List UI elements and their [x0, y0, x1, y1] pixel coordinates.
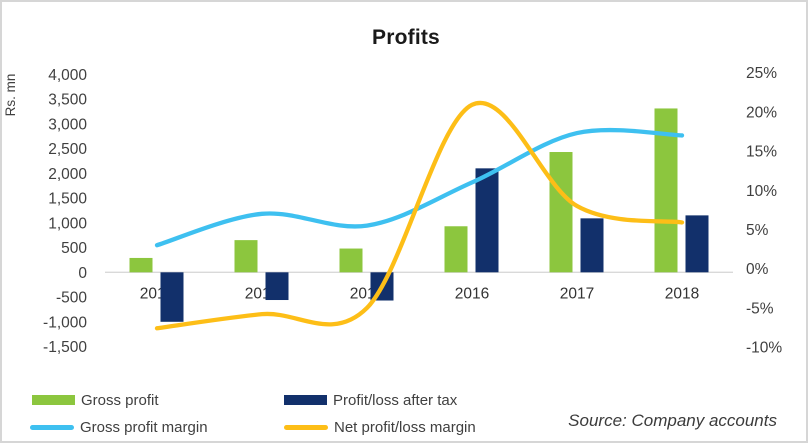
left-axis-tick: 2,500 [48, 141, 87, 158]
gross-profit-margin-line [154, 127, 685, 248]
left-axis-tick: 4,000 [48, 67, 87, 84]
left-axis-tick: 2,000 [48, 166, 87, 183]
gross-profit-bar-2016 [444, 226, 468, 273]
gross-profit-bar-2017 [549, 152, 573, 273]
left-axis-tick: 3,000 [48, 116, 87, 133]
legend-label: Net profit/loss margin [334, 418, 476, 436]
net-profit-loss-margin-line [154, 100, 685, 331]
left-axis-tick: -500 [56, 290, 87, 307]
gross-profit-bar-2014 [234, 240, 258, 273]
left-axis-tick: 1,500 [48, 191, 87, 208]
legend-item-net-profit-loss-margin: Net profit/loss margin [284, 418, 476, 436]
left-axis-tick: 500 [61, 240, 87, 257]
gross-profit-bar-2015 [339, 248, 363, 273]
source-note: Source: Company accounts [568, 411, 777, 430]
profit-after-tax-swatch [284, 395, 327, 405]
legend-label: Profit/loss after tax [333, 391, 458, 409]
profit-loss-after-tax-bar-2013 [160, 272, 184, 322]
left-axis-tick: 1,000 [48, 215, 87, 232]
x-axis-label: 2018 [665, 286, 699, 303]
right-axis-tick: 0% [746, 261, 769, 278]
profit-loss-after-tax-bar-2016 [475, 168, 499, 273]
legend-item-profit-after-tax: Profit/loss after tax [284, 391, 458, 409]
left-axis-title: Rs. mn [3, 74, 18, 117]
gross-profit-bar-2018 [654, 108, 678, 273]
right-axis-tick: 25% [746, 65, 777, 82]
profit-loss-after-tax-bar-2018 [685, 215, 709, 273]
right-axis-tick: 20% [746, 104, 777, 121]
gross-profit-bar-2013 [129, 257, 153, 273]
right-axis-tick: -10% [746, 340, 782, 357]
right-axis-tick: 5% [746, 222, 769, 239]
profit-loss-after-tax-bar-2014 [265, 272, 289, 301]
legend-item-gross-profit-margin: Gross profit margin [30, 418, 208, 436]
left-axis-tick: 0 [78, 265, 87, 282]
left-axis-tick: 3,500 [48, 92, 87, 109]
legend-label: Gross profit margin [80, 418, 208, 436]
right-axis-tick: -5% [746, 300, 774, 317]
right-axis-tick: 10% [746, 183, 777, 200]
x-axis-label: 2017 [560, 286, 594, 303]
gross-profit-margin-swatch [30, 424, 74, 430]
x-axis-label: 2016 [455, 286, 489, 303]
gross-profit-swatch [32, 395, 75, 405]
legend-label: Gross profit [81, 391, 159, 409]
legend-item-gross-profit: Gross profit [32, 391, 159, 409]
left-axis-tick: -1,000 [43, 314, 87, 331]
chart-title: Profits [372, 26, 440, 49]
profit-loss-after-tax-bar-2017 [580, 218, 604, 273]
right-axis-tick: 15% [746, 144, 777, 161]
net-profit-loss-margin-swatch [284, 424, 328, 430]
left-axis-tick: -1,500 [43, 339, 87, 356]
